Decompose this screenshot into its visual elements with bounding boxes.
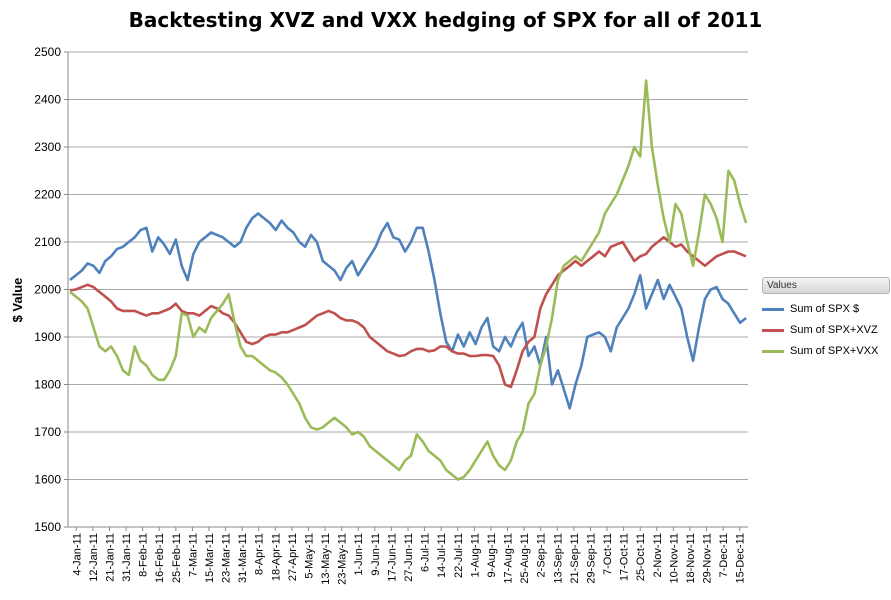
x-tick-label: 15-Dec-11 [735, 533, 747, 584]
legend-label: Sum of SPX+VXX [790, 345, 879, 357]
y-tick-label: 1600 [34, 473, 61, 487]
y-tick-label: 2200 [34, 188, 61, 202]
legend-entry-2: Sum of SPX+XVZ [762, 324, 890, 336]
y-tick-label: 2300 [34, 140, 61, 154]
x-tick-label: 29-Sep-11 [585, 533, 597, 584]
y-tick-label: 1900 [34, 330, 61, 344]
x-tick-label: 17-Aug-11 [503, 533, 515, 584]
tick-labels: 1500 1600 1700 1800 1900 2000 2100 2200 2300 2400… [34, 45, 746, 585]
x-tick-label: 10-Nov-11 [668, 533, 680, 584]
x-tick-label: 16-Feb-11 [154, 533, 166, 583]
x-tick-label: 18-Nov-11 [685, 533, 697, 584]
x-tick-label: 31-Mar-11 [237, 533, 249, 583]
x-tick-label: 17-Oct-11 [619, 533, 631, 581]
legend: Values Sum of SPX $ Sum of SPX+XVZ Sum of … [762, 277, 890, 357]
legend-swatch [762, 349, 784, 353]
legend-entry-1: Sum of SPX $ [762, 303, 890, 315]
x-tick-label: 22-Jul-11 [453, 533, 465, 578]
x-tick-label: 25-Oct-11 [635, 533, 647, 581]
x-tick-label: 8-Apr-11 [254, 533, 266, 575]
x-tick-label: 7-Oct-11 [602, 533, 614, 575]
y-tick-label: 2000 [34, 283, 61, 297]
x-tick-label: 5-May-11 [303, 533, 315, 579]
x-tick-label: 2-Nov-11 [652, 533, 664, 577]
series-line-1 [69, 212, 747, 410]
legend-label: Sum of SPX $ [790, 303, 860, 315]
x-tick-label: 9-Jun-11 [370, 533, 382, 576]
x-tick-label: 27-Apr-11 [287, 533, 299, 581]
x-tick-label: 13-May-11 [320, 533, 332, 585]
legend-title: Values [762, 277, 890, 294]
chart-title: Backtesting XVZ and VXX hedging of SPX f… [128, 8, 763, 32]
y-axis-label: $ Value [10, 278, 25, 323]
series-lines [69, 79, 748, 481]
x-tick-label: 1-Jun-11 [353, 533, 365, 576]
x-tick-label: 23-Mar-11 [221, 533, 233, 583]
x-tick-label: 18-Apr-11 [270, 533, 282, 581]
x-tick-label: 9-Aug-11 [486, 533, 498, 577]
legend-label: Sum of SPX+XVZ [790, 324, 878, 336]
x-tick-label: 7-Dec-11 [718, 533, 730, 577]
x-tick-label: 25-Aug-11 [519, 533, 531, 584]
x-tick-label: 1-Aug-11 [469, 533, 481, 577]
y-tick-label: 2100 [34, 235, 61, 249]
x-tick-label: 17-Jun-11 [386, 533, 398, 582]
x-tick-label: 13-Sep-11 [552, 533, 564, 584]
x-tick-label: 23-May-11 [337, 533, 349, 585]
x-tick-label: 25-Feb-11 [171, 533, 183, 583]
axes [64, 51, 748, 531]
x-tick-label: 31-Jan-11 [121, 533, 133, 582]
x-tick-label: 7-Mar-11 [187, 533, 199, 577]
legend-swatch [762, 328, 784, 332]
gridlines [68, 51, 748, 480]
x-tick-label: 14-Jul-11 [436, 533, 448, 578]
series-line-2 [69, 236, 747, 389]
x-tick-label: 27-Jun-11 [403, 533, 415, 582]
legend-swatch [762, 307, 784, 311]
x-tick-label: 15-Mar-11 [204, 533, 216, 583]
x-tick-label: 4-Jan-11 [71, 533, 83, 576]
x-tick-label: 21-Sep-11 [569, 533, 581, 584]
y-tick-label: 2400 [34, 93, 61, 107]
x-tick-label: 29-Nov-11 [702, 533, 714, 584]
x-tick-label: 2-Sep-11 [536, 533, 548, 577]
x-tick-label: 6-Jul-11 [420, 533, 432, 572]
x-tick-label: 12-Jan-11 [88, 533, 100, 582]
series-line-3 [69, 79, 748, 481]
x-tick-label: 8-Feb-11 [138, 533, 150, 577]
y-tick-label: 1700 [34, 425, 61, 439]
y-tick-label: 1800 [34, 378, 61, 392]
legend-entry-3: Sum of SPX+VXX [762, 345, 890, 357]
y-tick-label: 2500 [34, 45, 61, 59]
x-tick-label: 21-Jan-11 [104, 533, 116, 582]
y-tick-label: 1500 [34, 520, 61, 534]
